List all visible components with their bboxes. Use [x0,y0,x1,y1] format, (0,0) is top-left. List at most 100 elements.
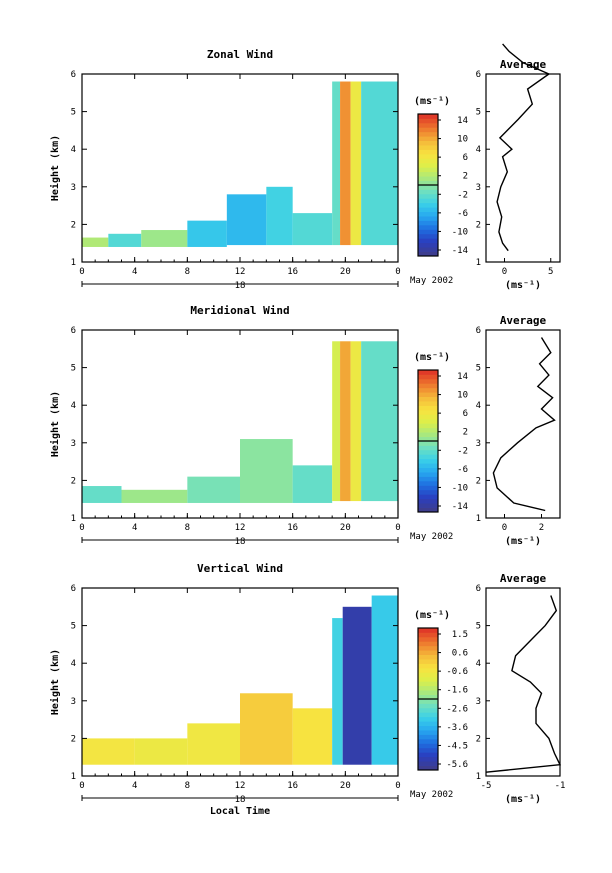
average-x-tick-label: -5 [481,781,492,791]
colorbar-swatch [418,707,438,713]
y-axis-label: Height (km) [49,135,61,201]
colorbar-swatch [418,467,438,473]
y-tick-label: 6 [71,584,76,594]
average-x-tick-label: 2 [539,523,544,533]
colorbar-swatch [418,743,438,749]
heatmap-cell [292,213,333,246]
heatmap-cell [340,81,351,246]
x-tick-label: 20 [340,523,351,533]
colorbar-swatch [418,405,438,411]
colorbar-swatch [418,636,438,642]
heatmap-cell [134,738,188,765]
average-y-tick-label: 2 [476,734,481,744]
heatmap-cell [187,723,240,765]
heatmap-cell [361,341,398,502]
y-tick-label: 3 [71,183,76,193]
heatmap-cell [292,465,333,503]
x-axis-label: Local Time [210,805,270,817]
colorbar-swatch [418,211,438,217]
heatmap-cell [332,341,341,502]
x-tick-label: 0 [395,781,400,791]
day-label: 18 [235,281,246,291]
colorbar-swatch [418,392,438,398]
colorbar-swatch [418,725,438,731]
heatmap-cell [187,220,227,247]
average-y-tick-label: 3 [476,439,481,449]
colorbar-swatch [418,752,438,758]
colorbar-swatch [418,730,438,735]
day-label: 18 [235,795,246,805]
heatmap-cell [340,341,351,502]
average-y-tick-label: 5 [476,622,481,632]
colorbar-swatch [418,220,438,226]
colorbar-swatch [418,761,438,766]
x-tick-label: 0 [79,267,84,277]
colorbar-swatch [418,445,438,451]
colorbar-swatch [418,224,438,230]
average-x-tick-label: 5 [548,267,553,277]
colorbar-swatch [418,140,438,146]
colorbar-swatch [418,238,438,244]
colorbar-swatch [418,242,438,248]
colorbar-swatch [418,436,438,442]
colorbar-swatch [418,378,438,384]
average-profile-line [496,43,551,252]
colorbar-tick-label: 1.5 [452,630,468,640]
colorbar-unit: (ms⁻¹) [414,610,450,621]
colorbar-swatch [418,721,438,727]
panel-title: Meridional Wind [190,304,289,317]
colorbar-swatch [418,628,438,633]
colorbar-swatch [418,694,438,700]
average-frame [485,329,561,519]
x-tick-label: 0 [395,267,400,277]
y-tick-label: 4 [71,401,76,411]
heatmap-cell [240,693,293,765]
y-tick-label: 1 [71,772,76,782]
colorbar-swatch [418,454,438,460]
average-frame [485,73,561,263]
average-x-label: (ms⁻¹) [505,280,541,291]
colorbar-swatch [418,498,438,504]
colorbar-swatch [418,114,438,119]
x-tick-label: 8 [185,523,190,533]
heatmap-cell [141,230,188,247]
x-tick-label: 8 [185,781,190,791]
colorbar-unit: (ms⁻¹) [414,96,450,107]
average-x-tick-label: 0 [502,523,507,533]
panel-title: Vertical Wind [197,562,283,575]
heatmap-cell [121,489,188,503]
colorbar-swatch [418,472,438,477]
average-title: Average [500,314,547,327]
colorbar-swatch [418,370,438,375]
x-tick-label: 4 [132,523,137,533]
heatmap-cell [108,233,142,247]
heatmap-cell [350,341,362,502]
colorbar-tick-label: -1.6 [446,686,468,696]
colorbar-swatch [418,387,438,393]
colorbar-tick-label: 2 [463,172,468,182]
colorbar-tick-label: -6 [457,465,468,475]
average-y-tick-label: 3 [476,183,481,193]
average-y-tick-label: 4 [476,145,481,155]
colorbar-tick-label: -6 [457,209,468,219]
colorbar-swatch [418,171,438,177]
y-axis-label: Height (km) [49,391,61,457]
y-tick-label: 5 [71,622,76,632]
colorbar-swatch [418,441,438,446]
colorbar-swatch [418,153,438,159]
x-tick-label: 12 [235,267,246,277]
x-tick-label: 16 [287,523,298,533]
colorbar-tick-label: -10 [452,483,468,493]
colorbar-tick-label: -2 [457,446,468,456]
colorbar-swatch [418,423,438,429]
y-tick-label: 4 [71,659,76,669]
colorbar-swatch [418,659,438,664]
colorbar-swatch [418,158,438,164]
colorbar-swatch [418,480,438,486]
average-y-tick-label: 5 [476,108,481,118]
colorbar-swatch [418,189,438,195]
